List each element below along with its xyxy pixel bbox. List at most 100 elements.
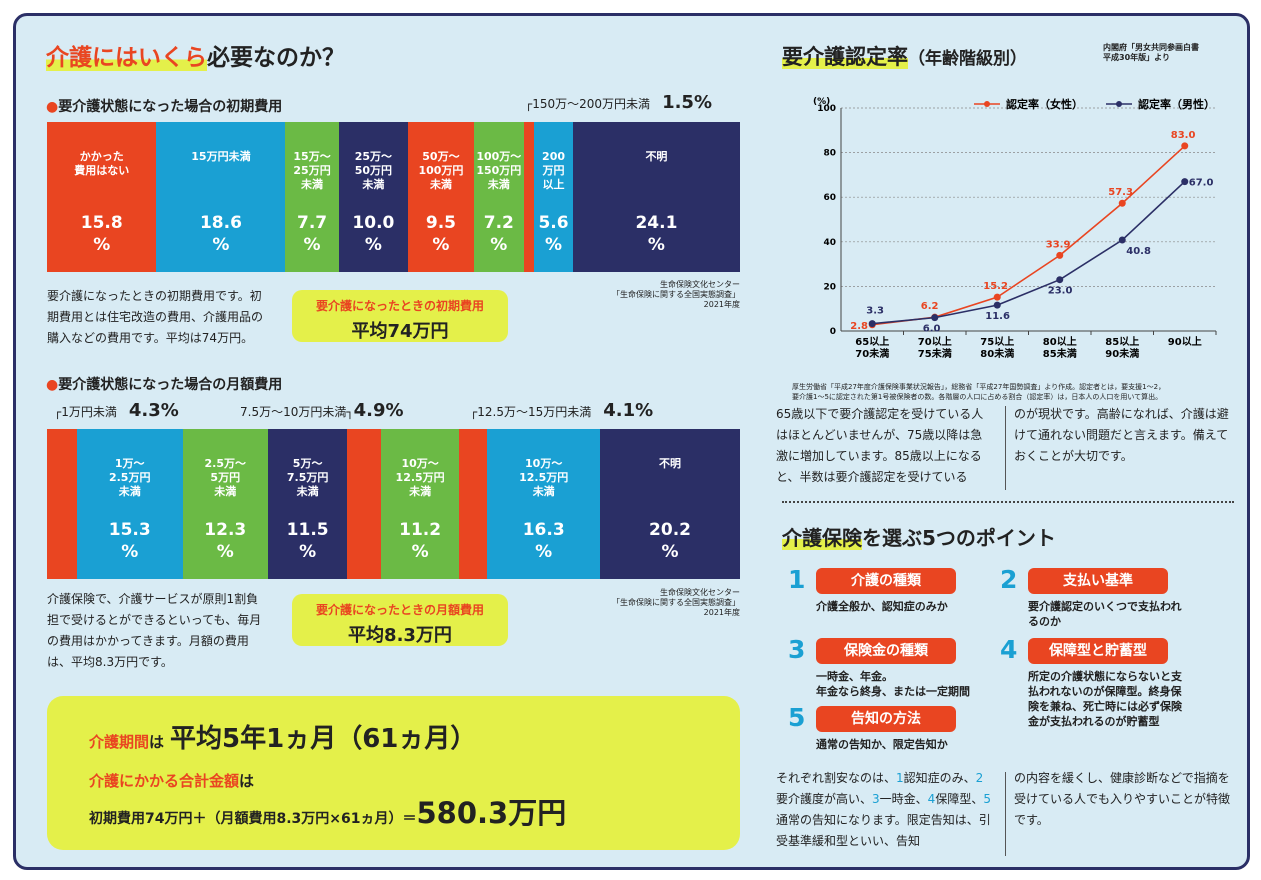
data-point bbox=[1056, 251, 1064, 259]
data-label: 6.0 bbox=[923, 324, 941, 335]
initial-average-value: 平均74万円 bbox=[351, 321, 449, 342]
point-desc: 要介護認定のいくつで支払われ るのか bbox=[1028, 600, 1182, 628]
page-title: 介護にはいくら必要なのか？ bbox=[46, 38, 345, 72]
segment-percent: 12.3 % bbox=[204, 520, 247, 562]
initial-segment-1: かかった 費用はない 15.8 % bbox=[47, 122, 157, 272]
segment-label: 50万〜 100万円 未満 bbox=[418, 150, 464, 191]
point-number: 2 bbox=[1000, 565, 1018, 594]
monthly-average-box: 要介護になったときの月額費用 平均8.3万円 bbox=[292, 594, 508, 646]
total-amount-value: 580.3万円 bbox=[416, 796, 567, 830]
series-line-1 bbox=[872, 145, 1186, 326]
point-desc: 一時金、年金。 年金なら終身、または一定期間 bbox=[816, 670, 970, 698]
segment-label: 10万〜 12.5万円 未満 bbox=[519, 457, 569, 498]
x-tick-label: 80未満 bbox=[980, 347, 1014, 360]
summary-num-3: 3 bbox=[872, 792, 880, 806]
points-title-highlight: 介護保険 bbox=[782, 526, 862, 550]
monthly-segment-3: 2.5万〜 5万円 未満 12.3 % bbox=[182, 429, 268, 579]
initial-segment-6: 100万〜 150万円 未満 7.2 % bbox=[473, 122, 524, 272]
data-label: 11.6 bbox=[985, 311, 1010, 322]
monthly-callout-2-label: 7.5万〜10万円未満 bbox=[240, 405, 347, 419]
segment-label: 15万〜 25万円 未満 bbox=[293, 150, 331, 191]
point-item-5: 5 告知の方法 通常の告知か、限定告知か bbox=[788, 703, 1008, 776]
segment-percent: 20.2 % bbox=[649, 520, 691, 562]
initial-segment-7 bbox=[523, 122, 535, 272]
segment-label: 2.5万〜 5万円 未満 bbox=[204, 457, 247, 498]
monthly-segment-6: 10万〜 12.5万円 未満 11.2 % bbox=[381, 429, 459, 579]
segment-percent: 5.6 % bbox=[538, 213, 569, 255]
summary-text-6: 通常の告知になります。限定告知は、引受基準緩和型といい、告知 bbox=[776, 813, 991, 848]
segment-label: 25万〜 50万円 未満 bbox=[354, 150, 393, 191]
care-period-particle: は bbox=[149, 733, 165, 751]
segment-label: 1万〜 2.5万円 未満 bbox=[108, 457, 151, 498]
monthly-callout-2: 7.5万〜10万円未満┐4.9% bbox=[240, 400, 404, 421]
series-line-2 bbox=[872, 181, 1186, 325]
summary-num-2: 2 bbox=[975, 771, 984, 785]
legend-label-1: 認定率（女性） bbox=[1006, 97, 1083, 111]
monthly-callout-2-value: 4.9% bbox=[353, 400, 404, 421]
monthly-source: 生命保険文化センター 「生命保険に関する全国実態調査」 2021年度 bbox=[612, 588, 740, 617]
data-point bbox=[868, 320, 876, 328]
point-desc: 介護全般か、認知症のみか bbox=[816, 600, 948, 613]
infographic-frame: 介護にはいくら必要なのか？ ●要介護状態になった場合の初期費用 ┌150万〜20… bbox=[13, 13, 1250, 870]
point-item-3: 3 保険金の種類 一時金、年金。 年金なら終身、または一定期間 bbox=[788, 635, 1008, 708]
section-divider bbox=[782, 501, 1234, 503]
data-label: 83.0 bbox=[1171, 130, 1196, 141]
initial-callout-label: 150万〜200万円未満 bbox=[532, 97, 651, 111]
initial-segment-8: 200 万円 以上 5.6 % bbox=[534, 122, 573, 272]
initial-segment-3: 15万〜 25万円 未満 7.7 % bbox=[285, 122, 339, 272]
data-point bbox=[1181, 178, 1189, 186]
initial-segment-4: 25万〜 50万円 未満 10.0 % bbox=[338, 122, 409, 272]
initial-source: 生命保険文化センター 「生命保険に関する全国実態調査」 2021年度 bbox=[612, 280, 740, 309]
chart-title: 要介護認定率（年齢階級別） bbox=[782, 41, 1027, 71]
monthly-callout-1: ┌1万円未満 4.3% bbox=[54, 400, 179, 421]
monthly-callout-1-label: 1万円未満 bbox=[61, 405, 117, 419]
x-tick-label: 75以上 bbox=[980, 335, 1014, 348]
monthly-cost-bar: 1万〜 2.5万円 未満 15.3 % 2.5万〜 5万円 未満 12.3 % 5万〜 … bbox=[47, 429, 740, 579]
segment-percent: 15.3 % bbox=[108, 520, 151, 562]
summary-divider bbox=[1005, 772, 1006, 856]
x-tick-label: 80以上 bbox=[1043, 335, 1077, 348]
monthly-cost-heading-text: 要介護状態になった場合の月額費用 bbox=[58, 377, 283, 393]
point-title: 保障型と貯蓄型 bbox=[1028, 638, 1168, 664]
segment-label: 200 万円 以上 bbox=[542, 150, 566, 191]
y-tick-label: 0 bbox=[830, 327, 836, 337]
x-tick-label: 70未満 bbox=[855, 347, 889, 360]
summary-num-4: 4 bbox=[927, 792, 936, 806]
points-summary-left: それぞれ割安なのは、1認知症のみ、2 要介護度が高い、3一時金、4保障型、5 通常の… bbox=[776, 768, 994, 852]
initial-cost-heading-text: 要介護状態になった場合の初期費用 bbox=[58, 99, 283, 115]
care-period-value: 平均5年1ヵ月（61ヵ月） bbox=[170, 724, 477, 754]
monthly-segment-9: 不明 20.2 % bbox=[600, 429, 740, 579]
data-label: 3.3 bbox=[866, 306, 884, 317]
monthly-callout-1-value: 4.3% bbox=[128, 400, 179, 421]
data-point bbox=[1181, 142, 1189, 150]
chart-title-main: 要介護認定率 bbox=[782, 45, 908, 69]
data-point bbox=[1118, 236, 1126, 244]
data-label: 6.2 bbox=[921, 301, 939, 312]
initial-cost-heading: ●要介護状態になった場合の初期費用 bbox=[46, 99, 283, 115]
segment-label: 5万〜 7.5万円 未満 bbox=[286, 457, 329, 498]
segment-label: 不明 bbox=[659, 457, 682, 470]
initial-segment-9: 不明 24.1 % bbox=[572, 122, 740, 272]
initial-note: 要介護になったときの初期費用です。初期費用とは住宅改造の費用、介護用品の購入など… bbox=[47, 289, 264, 345]
segment-percent: 18.6 % bbox=[199, 213, 242, 255]
legend-marker-2 bbox=[1116, 101, 1122, 107]
y-tick-label: 40 bbox=[823, 238, 836, 248]
monthly-segment-7 bbox=[458, 429, 488, 579]
segment-percent: 11.2 % bbox=[399, 520, 442, 562]
point-desc: 通常の告知か、限定告知か bbox=[816, 738, 948, 751]
point-number: 3 bbox=[788, 635, 806, 664]
summary-num-1: 1 bbox=[896, 771, 904, 785]
total-amount-label-line: 介護にかかる合計金額は bbox=[89, 770, 254, 791]
x-tick-label: 90以上 bbox=[1168, 335, 1202, 348]
point-desc: 所定の介護状態にならないと支 払われないのが保障型。終身保 険を兼ね、死亡時には… bbox=[1028, 670, 1182, 728]
points-summary-right: の内容を緩くし、健康診断などで指摘を受けている人でも入りやすいことが特徴です。 bbox=[1014, 771, 1231, 827]
rate-paragraph-left: 65歳以下で要介護認定を受けている人はほとんどいませんが、75歳以降は急激に増加… bbox=[776, 407, 984, 484]
summary-text-4: 一時金、 bbox=[879, 792, 928, 806]
point-item-2: 2 支払い基準 要介護認定のいくつで支払われ るのか bbox=[1000, 565, 1220, 638]
data-point bbox=[931, 314, 939, 322]
care-period-line: 介護期間は 平均5年1ヵ月（61ヵ月） bbox=[89, 718, 476, 755]
initial-cost-bar: かかった 費用はない 15.8 % 15万円未満 18.6 % 15万〜 25万円 未満… bbox=[47, 122, 740, 272]
monthly-segment-8: 10万〜 12.5万円 未満 16.3 % bbox=[487, 429, 601, 579]
points-title-rest: を選ぶ5つのポイント bbox=[862, 526, 1056, 550]
monthly-segment-5 bbox=[347, 429, 382, 579]
